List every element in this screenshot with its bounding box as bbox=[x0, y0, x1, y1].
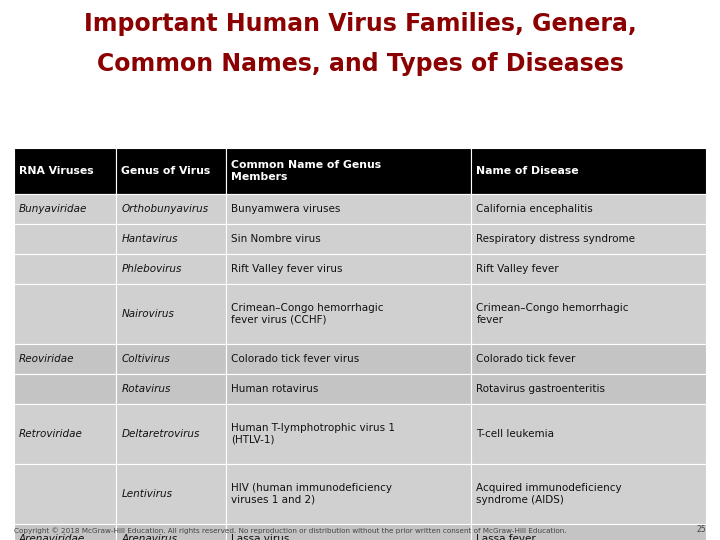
Bar bbox=[472, 374, 706, 404]
Bar bbox=[472, 224, 706, 254]
Text: Human T-lymphotrophic virus 1
(HTLV-1): Human T-lymphotrophic virus 1 (HTLV-1) bbox=[230, 423, 395, 445]
Bar bbox=[472, 254, 706, 284]
Bar bbox=[117, 284, 226, 344]
Text: California encephalitis: California encephalitis bbox=[477, 204, 593, 214]
Text: Bunyaviridae: Bunyaviridae bbox=[19, 204, 87, 214]
Bar bbox=[226, 464, 472, 524]
Text: Arenaviridae: Arenaviridae bbox=[19, 534, 85, 540]
Bar bbox=[14, 464, 117, 524]
Bar bbox=[226, 524, 472, 540]
Text: Sin Nombre virus: Sin Nombre virus bbox=[230, 234, 320, 244]
Bar bbox=[117, 148, 226, 194]
Text: Coltivirus: Coltivirus bbox=[122, 354, 170, 364]
Text: Crimean–Congo hemorrhagic
fever: Crimean–Congo hemorrhagic fever bbox=[477, 303, 629, 325]
Text: Phlebovirus: Phlebovirus bbox=[122, 264, 181, 274]
Bar bbox=[472, 284, 706, 344]
Text: Arenavirus: Arenavirus bbox=[122, 534, 177, 540]
Bar bbox=[472, 148, 706, 194]
Bar bbox=[14, 254, 117, 284]
Text: Hantavirus: Hantavirus bbox=[122, 234, 178, 244]
Text: Important Human Virus Families, Genera,: Important Human Virus Families, Genera, bbox=[84, 12, 636, 36]
Bar bbox=[226, 284, 472, 344]
Text: Lassa virus: Lassa virus bbox=[230, 534, 289, 540]
Bar bbox=[14, 374, 117, 404]
Bar bbox=[226, 344, 472, 374]
Bar bbox=[226, 148, 472, 194]
Text: Respiratory distress syndrome: Respiratory distress syndrome bbox=[477, 234, 636, 244]
Bar bbox=[14, 194, 117, 224]
Bar bbox=[472, 404, 706, 464]
Text: Rift Valley fever virus: Rift Valley fever virus bbox=[230, 264, 342, 274]
Text: RNA Viruses: RNA Viruses bbox=[19, 166, 94, 176]
Bar bbox=[226, 194, 472, 224]
Bar bbox=[472, 344, 706, 374]
Text: Colorado tick fever: Colorado tick fever bbox=[477, 354, 576, 364]
Text: Orthobunyavirus: Orthobunyavirus bbox=[122, 204, 209, 214]
Bar bbox=[472, 524, 706, 540]
Text: Rotavirus: Rotavirus bbox=[122, 384, 171, 394]
Bar bbox=[117, 464, 226, 524]
Text: Reoviridae: Reoviridae bbox=[19, 354, 74, 364]
Bar bbox=[117, 224, 226, 254]
Text: Copyright © 2018 McGraw-Hill Education. All rights reserved. No reproduction or : Copyright © 2018 McGraw-Hill Education. … bbox=[14, 528, 567, 534]
Bar bbox=[117, 344, 226, 374]
Text: Crimean–Congo hemorrhagic
fever virus (CCHF): Crimean–Congo hemorrhagic fever virus (C… bbox=[230, 303, 383, 325]
Text: Common Name of Genus
Members: Common Name of Genus Members bbox=[230, 160, 381, 182]
Text: Nairovirus: Nairovirus bbox=[122, 309, 174, 319]
Bar bbox=[472, 464, 706, 524]
Text: Retroviridae: Retroviridae bbox=[19, 429, 83, 439]
Text: Rift Valley fever: Rift Valley fever bbox=[477, 264, 559, 274]
Text: Bunyamwera viruses: Bunyamwera viruses bbox=[230, 204, 340, 214]
Bar bbox=[226, 254, 472, 284]
Bar bbox=[472, 194, 706, 224]
Text: Colorado tick fever virus: Colorado tick fever virus bbox=[230, 354, 359, 364]
Bar bbox=[226, 224, 472, 254]
Text: Genus of Virus: Genus of Virus bbox=[122, 166, 211, 176]
Text: Rotavirus gastroenteritis: Rotavirus gastroenteritis bbox=[477, 384, 606, 394]
Text: Lentivirus: Lentivirus bbox=[122, 489, 172, 499]
Bar bbox=[14, 284, 117, 344]
Bar bbox=[14, 524, 117, 540]
Text: Acquired immunodeficiency
syndrome (AIDS): Acquired immunodeficiency syndrome (AIDS… bbox=[477, 483, 622, 505]
Bar bbox=[117, 254, 226, 284]
Bar bbox=[14, 148, 117, 194]
Text: Deltaretrovirus: Deltaretrovirus bbox=[122, 429, 199, 439]
Text: 25: 25 bbox=[696, 525, 706, 534]
Text: HIV (human immunodeficiency
viruses 1 and 2): HIV (human immunodeficiency viruses 1 an… bbox=[230, 483, 392, 505]
Text: Common Names, and Types of Diseases: Common Names, and Types of Diseases bbox=[96, 52, 624, 76]
Bar bbox=[117, 374, 226, 404]
Text: Name of Disease: Name of Disease bbox=[477, 166, 579, 176]
Bar bbox=[117, 524, 226, 540]
Bar bbox=[226, 404, 472, 464]
Bar bbox=[14, 224, 117, 254]
Bar bbox=[14, 404, 117, 464]
Bar bbox=[117, 194, 226, 224]
Text: Lassa fever: Lassa fever bbox=[477, 534, 536, 540]
Text: Human rotavirus: Human rotavirus bbox=[230, 384, 318, 394]
Text: T-cell leukemia: T-cell leukemia bbox=[477, 429, 554, 439]
Bar bbox=[117, 404, 226, 464]
Bar bbox=[226, 374, 472, 404]
Bar bbox=[14, 344, 117, 374]
